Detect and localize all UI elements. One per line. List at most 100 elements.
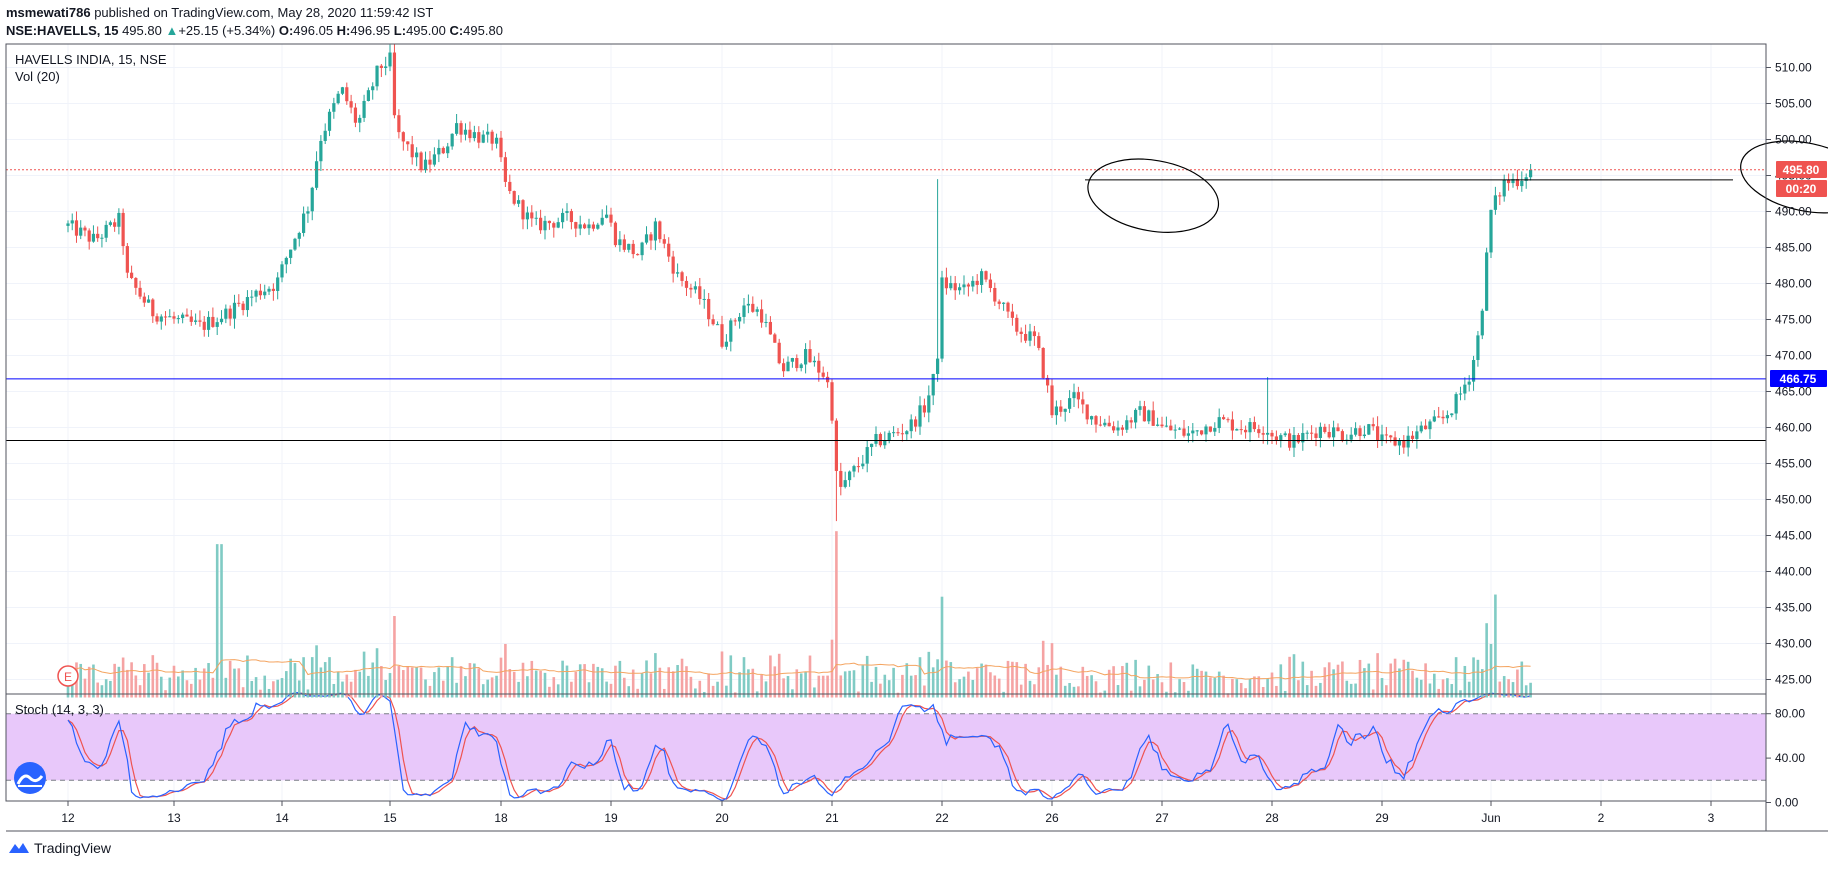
candle-body (1529, 169, 1533, 178)
volume-bar (989, 672, 992, 698)
volume-bar (1380, 678, 1384, 698)
volume-ma-line (67, 659, 1531, 680)
volume-bar (769, 655, 772, 698)
candle-body (812, 360, 816, 363)
candle-body (1296, 435, 1300, 443)
volume-bar (1419, 679, 1423, 698)
drawings[interactable] (6, 130, 1828, 441)
candle-body (74, 220, 79, 236)
candle-body (574, 222, 578, 229)
volume-bar (263, 675, 267, 698)
volume-bar (940, 596, 944, 698)
candle-body (839, 470, 843, 487)
candle-body (151, 299, 155, 317)
candle-body (176, 318, 180, 320)
volume-bar (662, 688, 666, 698)
candle-body (130, 272, 134, 279)
ellipse-annotation-1[interactable] (1734, 130, 1828, 224)
volume-bar (685, 666, 688, 698)
volume-bar (92, 664, 95, 698)
volume-bar (799, 673, 803, 698)
candle-body (856, 466, 860, 468)
candle-body (1090, 416, 1094, 420)
ellipse-annotation-0[interactable] (1082, 149, 1224, 241)
volume-bar (839, 675, 843, 698)
stoch-tick-label: 40.00 (1775, 751, 1805, 765)
candle-body (887, 432, 891, 441)
volume-bar (565, 665, 569, 698)
volume-bar (865, 655, 869, 698)
candle-body (878, 434, 882, 446)
time-tick-label: 3 (1708, 811, 1715, 825)
volume-bar (113, 663, 116, 698)
candle-body (332, 103, 336, 112)
volume-bar (455, 682, 458, 698)
tradingview-logo-icon[interactable] (8, 841, 30, 855)
candle-body (729, 320, 733, 342)
candle-body (1151, 410, 1155, 426)
last-price-badge-text: 495.80 (1783, 163, 1820, 177)
footer-brand[interactable]: TradingView (34, 840, 112, 856)
tv-chart-logo-icon[interactable] (14, 762, 46, 794)
volume-bar (1511, 682, 1515, 698)
volume-bar (336, 671, 340, 698)
candle-body (138, 287, 142, 297)
volume-bar (530, 660, 534, 698)
volume-bar (676, 665, 679, 698)
candle-body (1054, 406, 1058, 416)
volume-bar (870, 681, 873, 698)
volume-bar (1217, 671, 1221, 698)
candle-body (1037, 336, 1041, 348)
volume-bar (189, 683, 193, 698)
candle-body (358, 117, 362, 123)
volume-bar (729, 655, 733, 698)
volume-bar (1428, 683, 1432, 698)
candle-body (375, 65, 379, 87)
volume-bar (1529, 682, 1532, 698)
price-tick-label: 480.00 (1775, 277, 1812, 291)
candle-body (379, 65, 383, 68)
time-tick-label: 15 (383, 811, 397, 825)
volume-bar (804, 671, 807, 698)
axes[interactable]: 510.00505.00500.00495.00490.00485.00480.… (61, 61, 1812, 826)
volume-bar (1327, 662, 1331, 698)
volume-bar (276, 679, 279, 698)
volume-bar (636, 688, 639, 698)
volume-bar (857, 691, 860, 698)
volume-bar (168, 677, 172, 698)
candle-body (1028, 331, 1032, 341)
candle-body (1305, 432, 1309, 434)
candle-body (1493, 195, 1497, 210)
earnings-marker[interactable]: E (57, 665, 79, 687)
volume-bar (1072, 686, 1076, 698)
candle-body (271, 288, 275, 291)
candle-body (922, 405, 926, 413)
candle-body (746, 303, 750, 306)
volume-bar (1266, 678, 1269, 698)
volume-bar (126, 669, 129, 698)
volume-bar (1015, 662, 1019, 698)
candle-body (415, 152, 419, 158)
candle-body (1463, 384, 1467, 394)
volume-bar (1476, 659, 1480, 698)
candle-body (1358, 428, 1362, 437)
candle-body (388, 52, 392, 67)
candle-body (1129, 420, 1133, 423)
publisher-name[interactable]: msmewati786 (6, 5, 91, 20)
time-tick-label: 28 (1265, 811, 1279, 825)
candle-body (100, 237, 104, 239)
candle-body (1450, 413, 1454, 416)
volume-bar (367, 675, 370, 698)
candle-body (1200, 430, 1204, 435)
candle-body (1515, 179, 1519, 187)
stoch-k-line (67, 691, 1531, 802)
volume-bar (1055, 674, 1058, 698)
volume-bar (1424, 663, 1427, 698)
candle-body (613, 222, 618, 246)
volume-bar (341, 681, 344, 698)
volume-bar (583, 664, 586, 698)
candle-body (988, 279, 992, 288)
volume-bar (1485, 623, 1488, 698)
footer: TradingView (8, 840, 111, 856)
